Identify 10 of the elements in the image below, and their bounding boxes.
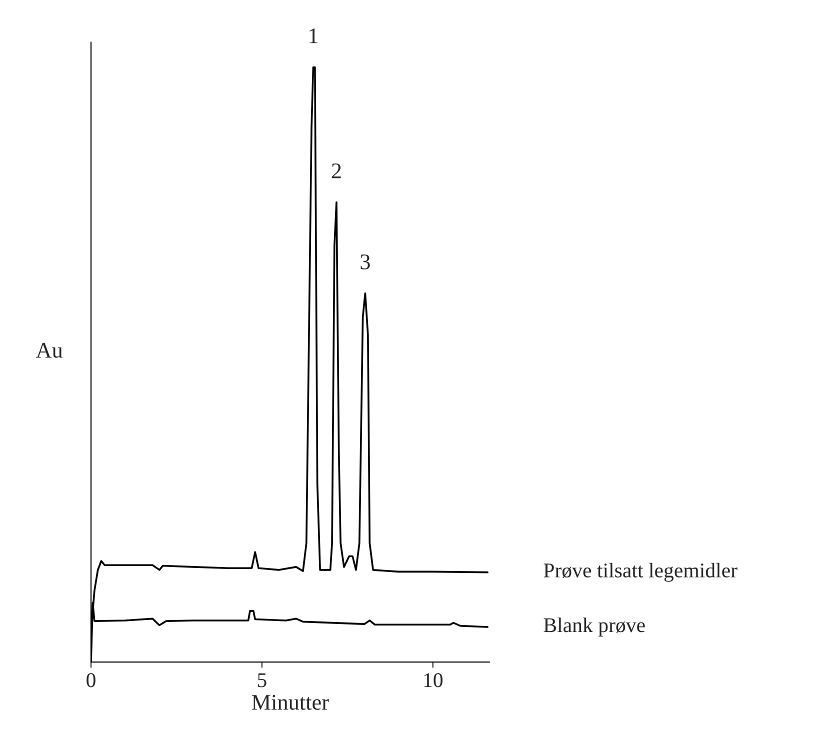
text: Blank prøve: [544, 618, 645, 636]
annotation: 3: [360, 254, 370, 270]
x-tick-label: 10: [424, 673, 443, 688]
y-axis-title: Au: [36, 342, 63, 358]
text: Prøve tilsatt legemidler: [544, 562, 738, 582]
annotation: 1: [310, 28, 318, 44]
annotation: 2: [332, 163, 341, 178]
x-tick-label: 0: [86, 673, 96, 688]
x-tick-label: 5: [258, 673, 266, 688]
x-axis-title: Minutter: [252, 694, 329, 710]
